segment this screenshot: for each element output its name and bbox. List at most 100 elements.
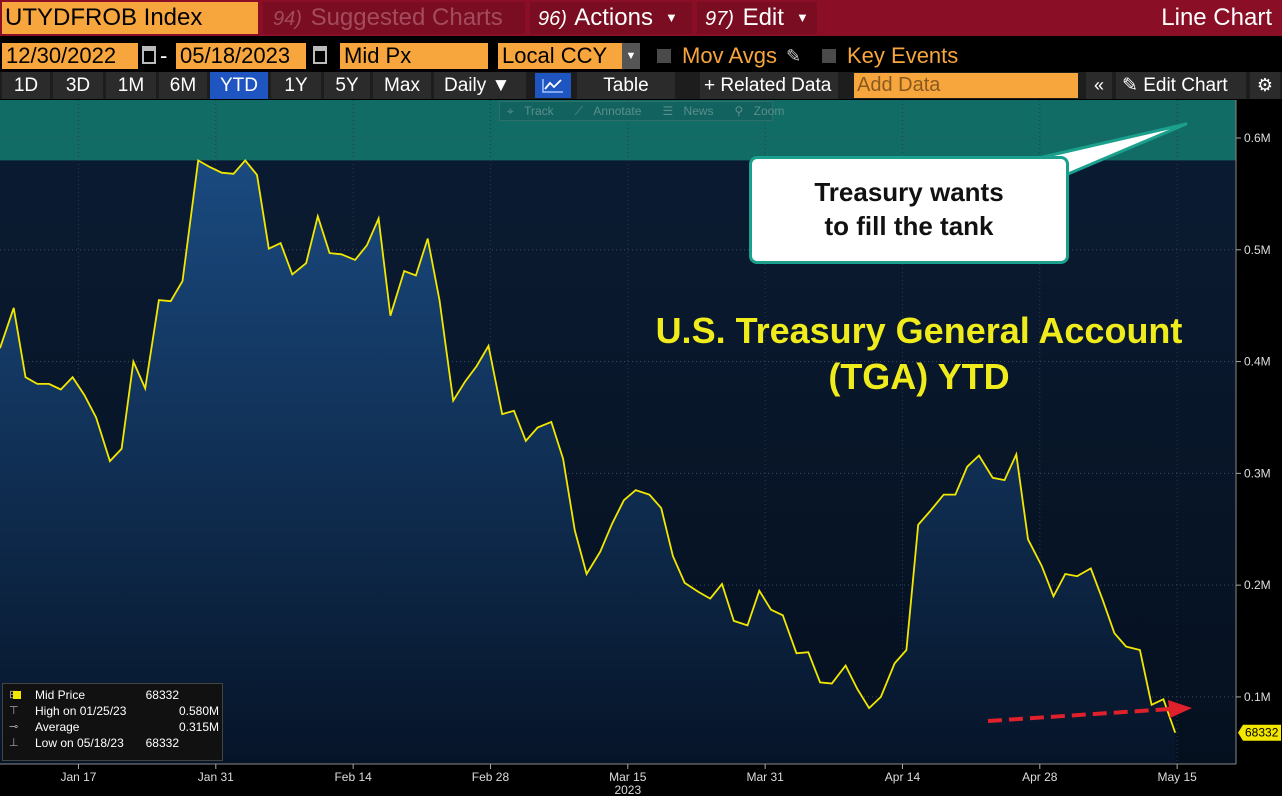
x-tick-label: Feb 28 (472, 770, 510, 784)
mov-avgs-label[interactable]: Mov Avgs (682, 43, 777, 68)
callout-line-2: to fill the tank (824, 211, 994, 241)
x-tick-label: Mar 31 (746, 770, 784, 784)
y-tick-label: 0.4M (1244, 355, 1271, 369)
range-ytd-button[interactable]: YTD (210, 72, 268, 99)
actions-label: Actions (574, 4, 653, 31)
x-tick-label: Jan 17 (60, 770, 96, 784)
title-line-1: U.S. Treasury General Account (655, 310, 1183, 351)
chart-area[interactable]: 0.1M 0.2M 0.3M 0.4M 0.5M 0.6M Jan 17 Jan 31 Feb … (0, 100, 1282, 796)
end-date-field[interactable]: 05/18/2023 (176, 43, 306, 69)
average-marker-icon: ⊸ (9, 721, 19, 733)
news-label: News (683, 104, 714, 118)
gear-icon[interactable]: ⚙ (1250, 72, 1280, 99)
caret-down-icon: ▼ (795, 10, 809, 25)
title-bar: UTYDFROB Index 94) Suggested Charts 96) … (0, 0, 1282, 36)
x-tick-label: Apr 14 (885, 770, 921, 784)
suggested-charts-number: 94) (273, 8, 302, 30)
plus-icon: + (704, 75, 716, 96)
related-data-button[interactable]: + Related Data (700, 72, 838, 99)
edit-chart-button[interactable]: ✎ Edit Chart (1116, 72, 1246, 99)
x-tick-label: Mar 15 (609, 770, 647, 784)
news-tool[interactable]: ☰ News (655, 102, 727, 120)
low-marker-icon: ⊥ (9, 737, 19, 749)
zoom-label: Zoom (753, 104, 785, 118)
frequency-select[interactable]: Daily ▼ (434, 72, 526, 99)
suggested-charts-menu[interactable]: 94) Suggested Charts (263, 2, 525, 34)
series-area (0, 160, 1176, 764)
pencil-icon: ✎ (1122, 75, 1138, 96)
legend-low-value: 68332 (145, 736, 179, 750)
start-date-field[interactable]: 12/30/2022 (2, 43, 138, 69)
y-tick-label: 0.5M (1244, 243, 1271, 257)
red-arrow-head (1168, 700, 1192, 718)
edit-number: 97) (705, 8, 734, 30)
mov-avgs-checkbox[interactable] (657, 49, 671, 63)
x-tick-label: May 15 (1157, 770, 1197, 784)
legend-low-row: ⊥ Low on 05/18/23 68332 (9, 735, 219, 751)
range-6m-button[interactable]: 6M (159, 72, 207, 99)
legend-high-value: 0.580M (178, 704, 219, 718)
legend-swatch (13, 691, 21, 699)
frequency-label: Daily (444, 75, 487, 96)
track-tool[interactable]: ⌖ Track (500, 102, 568, 120)
legend-high-label: High on 01/25/23 (35, 704, 127, 718)
x-tick-label: Apr 28 (1022, 770, 1058, 784)
date-field-bar: 12/30/2022 - 05/18/2023 Mid Px Local CCY… (0, 42, 1282, 70)
key-events-checkbox[interactable] (822, 49, 836, 63)
related-data-label: Related Data (720, 75, 832, 96)
calendar-icon[interactable] (142, 46, 156, 64)
series-line (0, 158, 1177, 733)
range-1m-button[interactable]: 1M (106, 72, 156, 99)
add-data-input[interactable] (854, 73, 1078, 98)
x-year-label: 2023 (614, 783, 641, 796)
edit-chart-label: Edit Chart (1143, 75, 1228, 96)
legend-average-value: 0.315M (178, 720, 219, 734)
date-separator: - (160, 43, 168, 68)
red-dashed-arrow (987, 707, 1171, 723)
price-field-select[interactable]: Mid Px (340, 43, 488, 69)
legend-high-row: ⊤ High on 01/25/23 0.580M (9, 703, 219, 719)
y-tick-label: 0.1M (1244, 690, 1271, 704)
callout-line-1: Treasury wants (814, 177, 1004, 207)
actions-menu[interactable]: 96) Actions ▼ (530, 2, 692, 34)
caret-down-icon: ▼ (664, 10, 678, 25)
legend-average-row: ⊸ Average 0.315M (9, 719, 219, 735)
range-3d-button[interactable]: 3D (53, 72, 103, 99)
legend-average-label: Average (35, 720, 80, 734)
last-price-tag (1238, 724, 1281, 741)
range-1y-button[interactable]: 1Y (271, 72, 321, 99)
currency-select[interactable]: Local CCY (498, 43, 622, 69)
edit-menu[interactable]: 97) Edit ▼ (697, 2, 817, 34)
high-marker-icon: ⊤ (9, 705, 19, 717)
range-5y-button[interactable]: 5Y (324, 72, 370, 99)
range-1d-button[interactable]: 1D (2, 72, 50, 99)
legend-low-label: Low on 05/18/23 (35, 736, 124, 750)
table-button[interactable]: Table (577, 72, 675, 99)
edit-label: Edit (742, 4, 784, 31)
dropdown-arrow-icon[interactable]: ▼ (622, 43, 640, 69)
x-tick-label: Jan 31 (198, 770, 234, 784)
zoom-tool[interactable]: ⚲ Zoom (728, 102, 799, 120)
chart-title-annotation: U.S. Treasury General Account (TGA) YTD (626, 308, 1212, 400)
range-toolbar: 1D 3D 1M 6M YTD 1Y 5Y Max Daily ▼ Table … (0, 72, 1282, 99)
range-max-button[interactable]: Max (373, 72, 431, 99)
annotate-tool[interactable]: ⟋ Annotate (568, 102, 656, 120)
y-tick-label: 0.2M (1244, 578, 1271, 592)
legend-series-label: Mid Price (35, 688, 86, 702)
line-chart-icon[interactable] (535, 73, 571, 98)
legend-series-row: ⊞ Mid Price 68332 (9, 687, 219, 703)
chart-legend[interactable]: ⊞ Mid Price 68332 ⊤ High on 01/25/23 0.5… (2, 683, 223, 761)
pencil-icon[interactable]: ✎ (786, 46, 802, 66)
ticker-field[interactable]: UTYDFROB Index (2, 2, 258, 34)
x-axis-background (0, 764, 1236, 796)
y-tick-label: 0.3M (1244, 466, 1271, 480)
legend-series-value: 68332 (145, 688, 179, 702)
collapse-icon[interactable]: « (1086, 72, 1112, 99)
suggested-charts-label: Suggested Charts (310, 4, 503, 31)
callout-annotation: Treasury wants to fill the tank (749, 156, 1069, 264)
key-events-label[interactable]: Key Events (847, 43, 959, 68)
x-tick-label: Feb 14 (334, 770, 372, 784)
calendar-icon[interactable] (313, 46, 327, 64)
y-axis-background (1236, 100, 1282, 796)
chart-mini-toolbar: ⌖ Track ⟋ Annotate ☰ News ⚲ Zoom (499, 101, 784, 121)
